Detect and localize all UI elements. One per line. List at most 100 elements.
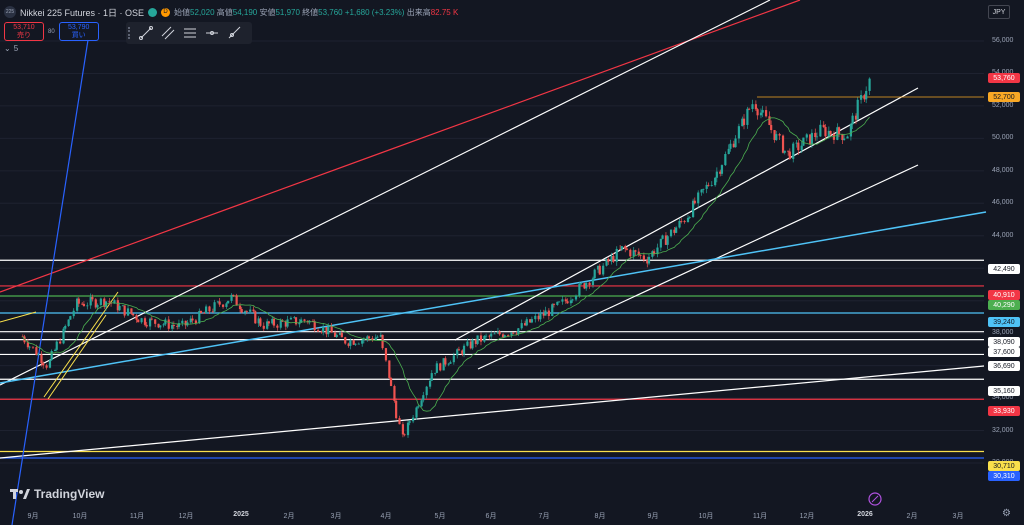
candle-body: [69, 316, 72, 320]
horizontal-line-tool-icon[interactable]: [202, 24, 222, 42]
currency-selector[interactable]: JPY: [988, 5, 1010, 19]
trendlines: [0, 0, 987, 525]
x-tick-label: 2025: [233, 511, 249, 518]
candle-body: [388, 360, 391, 378]
candle-body: [191, 318, 194, 321]
candle-body: [211, 311, 214, 313]
candle-body: [664, 235, 668, 245]
candle-body: [710, 185, 713, 186]
candle-body: [238, 305, 242, 310]
candle-body: [286, 319, 289, 327]
price-label: 53,760: [988, 73, 1020, 83]
candle-body: [666, 236, 669, 245]
candle-body: [154, 319, 157, 324]
drag-handle-icon[interactable]: [128, 27, 134, 39]
buy-button[interactable]: 53,790 買い: [58, 22, 99, 41]
symbol-title[interactable]: Nikkei 225 Futures · 1日 · OSE: [20, 7, 145, 18]
indicators-toggle[interactable]: ⌄ 5: [4, 44, 18, 53]
x-tick-label: 4月: [380, 513, 392, 520]
candle-body: [461, 350, 464, 355]
candle-body: [227, 300, 230, 304]
candle-body: [249, 309, 252, 312]
candle-body: [395, 400, 398, 419]
candle-body: [634, 250, 637, 252]
candle-body: [637, 251, 640, 256]
candle-body: [846, 136, 849, 139]
candle-body: [552, 304, 556, 306]
candle-body: [702, 188, 705, 190]
ray-tool-icon[interactable]: [224, 24, 244, 42]
sell-button[interactable]: 53,710 売り: [4, 22, 44, 41]
candle-body: [64, 326, 67, 329]
candle-body: [537, 315, 540, 320]
candle-body: [493, 333, 496, 335]
parallel-channel-tool-icon[interactable]: [158, 24, 178, 42]
drawing-toolbar: [126, 22, 252, 44]
candle-body: [539, 313, 542, 320]
candle-body: [208, 306, 211, 312]
candle-body: [444, 358, 447, 365]
candle-body: [381, 334, 384, 349]
candle-body: [354, 343, 357, 345]
gear-icon[interactable]: ⚙: [1002, 508, 1011, 519]
candle-body: [607, 259, 610, 262]
candle-body: [99, 298, 102, 305]
candle-body: [795, 142, 798, 144]
trendline-tool-icon[interactable]: [136, 24, 156, 42]
candle-body: [452, 355, 455, 363]
candle-body: [189, 318, 192, 323]
candle-body: [313, 321, 316, 331]
market-status-dot: [148, 7, 158, 17]
candle-body: [732, 143, 735, 148]
candle-body: [422, 395, 425, 401]
candle-body: [629, 249, 632, 257]
candle-body: [159, 325, 162, 328]
candle-body: [534, 315, 537, 320]
candle-body: [619, 248, 622, 250]
candle-body: [272, 318, 276, 326]
candle-body: [863, 95, 866, 100]
candle-body: [284, 321, 287, 327]
trendline: [0, 211, 987, 384]
candle-body: [393, 386, 396, 401]
x-tick-label: 11月: [752, 513, 768, 520]
price-label: 35,160: [988, 386, 1020, 396]
logo-text: TradingView: [34, 487, 105, 501]
candle-body: [783, 150, 786, 153]
candle-body: [298, 322, 301, 325]
candle-body: [50, 350, 53, 361]
candle-body: [510, 332, 513, 336]
candle-body: [841, 134, 844, 141]
candle-body: [612, 255, 615, 262]
sell-label: 売り: [17, 31, 31, 39]
candle-body: [761, 110, 764, 113]
candle-body: [836, 127, 839, 140]
candle-body: [403, 434, 406, 436]
candle-body: [837, 127, 841, 135]
candle-body: [659, 238, 662, 248]
x-tick-label: 2月: [283, 513, 295, 520]
candle-body: [316, 330, 320, 332]
replay-icon[interactable]: [868, 492, 882, 506]
candle-body: [778, 134, 781, 136]
candle-body: [230, 294, 233, 301]
price-label: 36,690: [988, 361, 1020, 371]
chart-header: 225 Nikkei 225 Futures · 1日 · OSE D 始値52…: [4, 4, 458, 20]
candle-body: [361, 340, 364, 344]
price-label: 40,910: [988, 290, 1020, 300]
candle-body: [245, 311, 248, 312]
x-tick-label: 8月: [594, 513, 606, 520]
candle-body: [417, 406, 420, 408]
x-tick-label: 10月: [72, 513, 88, 520]
candle-body: [266, 321, 269, 329]
chart-grid: [0, 40, 984, 464]
candle-body: [218, 301, 221, 305]
candle-body: [474, 339, 477, 344]
sell-price: 53,710: [13, 23, 35, 31]
candle-body: [697, 192, 700, 204]
candle-body: [349, 340, 352, 346]
spread-value: 80: [48, 28, 55, 35]
candle-body: [578, 284, 581, 296]
fib-retracement-tool-icon[interactable]: [180, 24, 200, 42]
